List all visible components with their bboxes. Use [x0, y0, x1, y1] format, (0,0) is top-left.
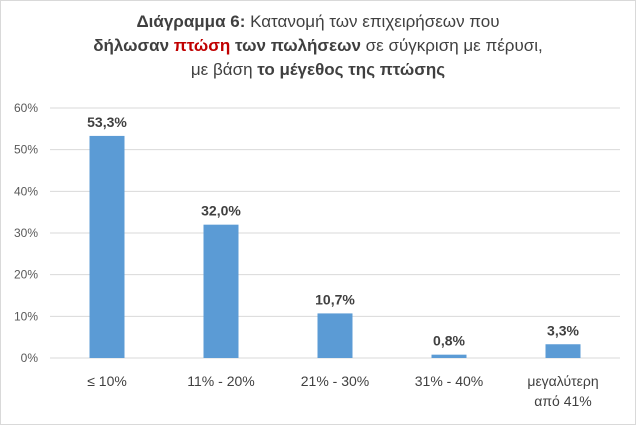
- title-highlight: πτώση: [169, 36, 231, 55]
- bar: [203, 224, 239, 358]
- title-bold-3: το μέγεθος της πτώσης: [257, 60, 446, 79]
- data-label: 0,8%: [433, 333, 465, 349]
- bar: [89, 135, 125, 358]
- title-line-3: με βάση το μέγεθος της πτώσης: [0, 58, 636, 82]
- title-text-3: με βάση: [190, 60, 258, 79]
- category-label: 21% - 30%: [301, 373, 369, 389]
- title-bold-2a: δήλωσαν: [93, 36, 170, 55]
- title-bold-2b: των πωλήσεων: [230, 36, 361, 55]
- title-text-2: σε σύγκριση με πέρυσι,: [360, 36, 543, 55]
- title-figure-number: Διάγραμμα 6:: [136, 12, 246, 31]
- bar: [431, 354, 467, 358]
- title-line-1: Διάγραμμα 6: Κατανομή των επιχειρήσεων π…: [0, 10, 636, 34]
- title-line-2: δήλωσαν πτώση των πωλήσεων σε σύγκριση μ…: [0, 34, 636, 58]
- y-tick-label: 10%: [14, 309, 38, 323]
- title-text-1: Κατανομή των επιχειρήσεων που: [245, 12, 500, 31]
- bar: [545, 344, 581, 358]
- y-tick-label: 60%: [14, 101, 38, 115]
- y-tick-label: 20%: [14, 268, 38, 282]
- data-label: 10,7%: [315, 291, 355, 307]
- chart-title: Διάγραμμα 6: Κατανομή των επιχειρήσεων π…: [0, 10, 636, 82]
- y-tick-label: 0%: [21, 351, 39, 365]
- category-label: 31% - 40%: [415, 373, 483, 389]
- data-label: 3,3%: [547, 322, 579, 338]
- y-tick-label: 50%: [14, 143, 38, 157]
- data-label: 32,0%: [201, 203, 241, 219]
- bar: [317, 313, 353, 358]
- category-label: από 41%: [534, 393, 591, 409]
- category-label: μεγαλύτερη: [527, 373, 598, 389]
- category-label: 11% - 20%: [187, 373, 254, 389]
- y-tick-label: 40%: [14, 184, 38, 198]
- y-tick-label: 30%: [14, 226, 38, 240]
- data-label: 53,3%: [87, 114, 127, 130]
- category-label: ≤ 10%: [87, 373, 127, 389]
